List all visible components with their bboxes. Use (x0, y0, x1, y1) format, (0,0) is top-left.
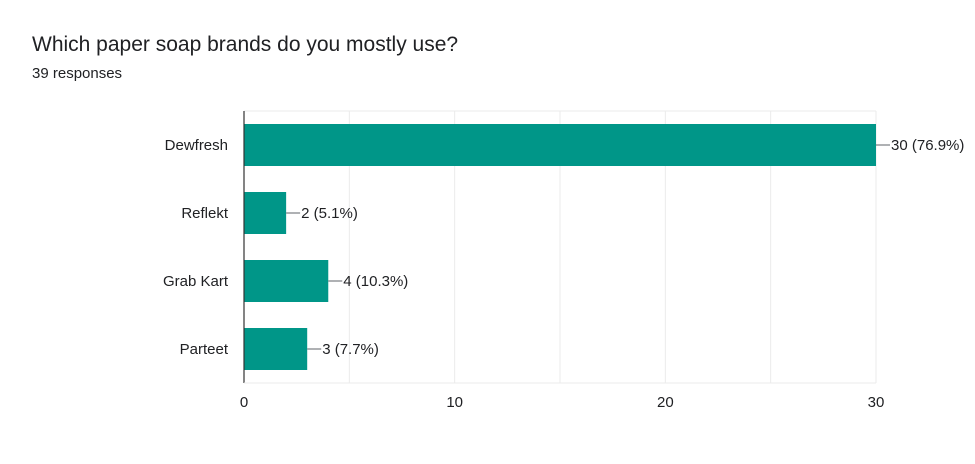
bar-dewfresh (244, 124, 876, 166)
bar-reflekt (244, 192, 287, 234)
x-tick-label: 20 (657, 394, 674, 411)
bar-grab-kart (244, 260, 329, 302)
data-label: 4 (10.3%) (343, 273, 408, 290)
response-count: 39 responses (32, 65, 123, 82)
bars (244, 124, 876, 370)
x-tick-label: 10 (446, 394, 463, 411)
data-label: 2 (5.1%) (301, 205, 358, 222)
axes: 0 10 20 30 (240, 111, 885, 411)
x-tick-label: 0 (240, 394, 248, 411)
x-tick-label: 30 (868, 394, 885, 411)
category-labels: Dewfresh Reflekt Grab Kart Parteet (163, 137, 229, 358)
category-label: Reflekt (181, 205, 229, 222)
data-labels: 30 (76.9%) 2 (5.1%) 4 (10.3%) 3 (7.7%) (286, 137, 964, 358)
category-label: Dewfresh (165, 137, 228, 154)
data-label: 3 (7.7%) (322, 341, 379, 358)
category-label: Grab Kart (163, 273, 229, 290)
chart-title: Which paper soap brands do you mostly us… (32, 33, 459, 56)
category-label: Parteet (180, 341, 229, 358)
bar-parteet (244, 328, 308, 370)
data-label: 30 (76.9%) (891, 137, 964, 154)
